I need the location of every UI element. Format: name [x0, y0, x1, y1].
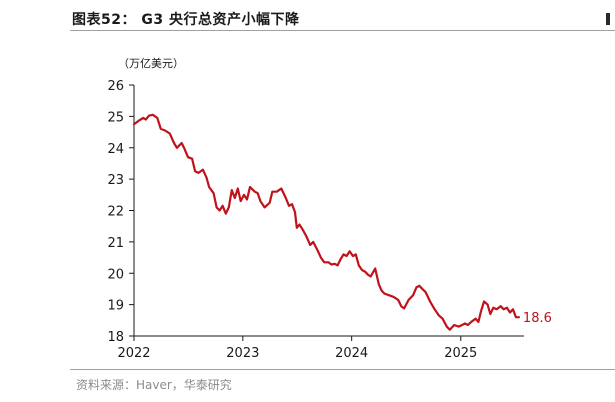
y-tick-label: 18 [107, 330, 124, 345]
end-value-label: 18.6 [523, 311, 552, 326]
title-rule [70, 30, 615, 31]
x-tick-label: 2023 [226, 346, 259, 361]
y-tick-label: 22 [107, 205, 124, 220]
source-note: 资料来源：Haver，华泰研究 [76, 378, 232, 392]
source-rule [70, 369, 615, 370]
page-edge-mark [606, 13, 610, 25]
figure-title: 图表52： G3 央行总资产小幅下降 [72, 12, 300, 28]
y-tick-label: 24 [107, 142, 124, 157]
labels-layer: 18 19 20 21 22 23 24 25 26 2022 2023 2024 2025 18.6 [107, 79, 551, 361]
x-tick-label: 2022 [117, 346, 150, 361]
x-tick-label: 2024 [335, 346, 368, 361]
y-tick-label: 23 [107, 173, 124, 188]
y-tick-label: 20 [107, 267, 124, 282]
y-axis-unit-label: （万亿美元） [118, 57, 184, 70]
y-tick-label: 25 [107, 110, 124, 125]
y-tick-label: 21 [107, 236, 124, 251]
x-tick-label: 2025 [444, 346, 477, 361]
y-tick-label: 26 [107, 79, 124, 94]
series-layer [132, 113, 521, 331]
y-tick-label: 19 [107, 299, 124, 314]
series-line [132, 113, 521, 331]
chart-axes [129, 84, 524, 341]
